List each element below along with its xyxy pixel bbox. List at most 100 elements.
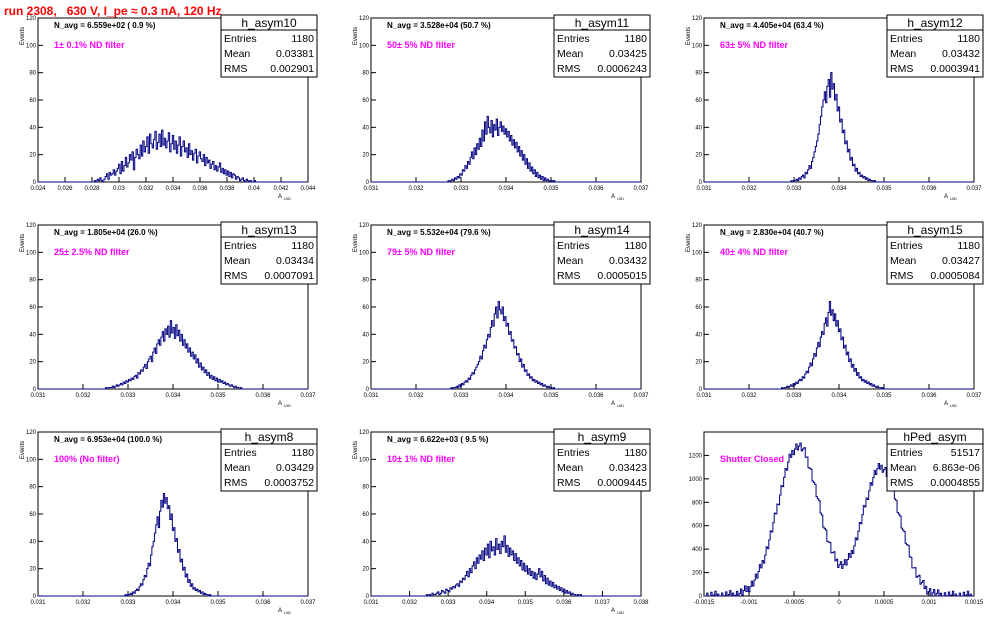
histogram-panel-h-asym14: 0 20 40 60 80 100 120 0.031 0.032 0.033 0.034 0.035… <box>353 221 651 408</box>
stats-box <box>886 14 984 78</box>
stats-key: Entries <box>890 33 923 45</box>
x-tick-label: 0.037 <box>633 393 649 399</box>
y-tick-label: 100 <box>692 250 703 256</box>
x-tick-label: 0.044 <box>300 186 316 192</box>
stats-title: h_asym14 <box>574 223 630 237</box>
x-tick-label: 0.035 <box>518 600 534 606</box>
y-tick-label: 0 <box>366 594 370 600</box>
run-title: run 2308, 630 V, I_pe ≈ 0.3 nA, 120 Hz <box>4 4 222 18</box>
y-tick-label: 20 <box>362 567 369 573</box>
x-tick-label: 0.032 <box>741 186 757 192</box>
y-axis-label: Events <box>686 27 692 45</box>
x-tick-label: 0.028 <box>84 186 100 192</box>
stats-key: Entries <box>557 447 590 459</box>
x-tick-label: 0.035 <box>210 600 226 606</box>
x-tick-label: 0.042 <box>273 186 289 192</box>
x-tick-label: 0.036 <box>192 186 208 192</box>
y-tick-label: 0 <box>699 180 703 186</box>
y-axis-label: Events <box>353 441 359 459</box>
y-tick-label: 40 <box>362 125 369 131</box>
stats-key: Entries <box>890 240 923 252</box>
y-tick-label: 600 <box>692 524 703 530</box>
stats-key: RMS <box>224 477 247 489</box>
y-tick-label: 40 <box>29 332 36 338</box>
stats-title: hPed_asym <box>903 430 966 444</box>
navg-label: N_avg = 6.559e+02 ( 0.9 %) <box>54 21 156 30</box>
stats-value: 0.0009445 <box>597 477 647 489</box>
y-axis-label: Events <box>686 234 692 252</box>
x-tick-label: 0.034 <box>165 186 181 192</box>
x-tick-label: 0.037 <box>966 186 982 192</box>
stats-box <box>886 221 984 285</box>
stats-key: RMS <box>890 477 913 489</box>
y-axis-label: Events <box>353 27 359 45</box>
y-tick-label: 40 <box>29 125 36 131</box>
y-tick-label: 0 <box>366 180 370 186</box>
y-tick-label: 0 <box>699 387 703 393</box>
y-tick-label: 100 <box>359 250 370 256</box>
y-tick-label: 100 <box>359 457 370 463</box>
x-tick-label: -0.0005 <box>784 600 805 606</box>
x-tick-label: 0.034 <box>498 186 514 192</box>
y-tick-label: 80 <box>29 278 36 284</box>
x-tick-label: 0.034 <box>831 186 847 192</box>
y-tick-label: 40 <box>695 332 702 338</box>
x-tick-label: 0.037 <box>966 393 982 399</box>
x-tick-label: 0.038 <box>633 600 649 606</box>
y-tick-label: 100 <box>692 43 703 49</box>
x-tick-label: 0.036 <box>921 393 937 399</box>
y-tick-label: 0 <box>33 594 37 600</box>
stats-key: Mean <box>224 462 250 474</box>
histogram-line <box>38 129 308 183</box>
y-tick-label: 120 <box>692 223 703 229</box>
x-tick-label: 0.034 <box>479 600 495 606</box>
histogram-panel-h-asym12: 0 20 40 60 80 100 120 0.031 0.032 0.033 0.034 0.035… <box>686 14 984 201</box>
x-tick-label: 0.001 <box>921 600 937 606</box>
navg-label: N_avg = 6.953e+04 (100.0 %) <box>54 435 162 444</box>
stats-value: 0.0003941 <box>930 63 980 75</box>
y-tick-label: 400 <box>692 547 703 553</box>
stats-key: Entries <box>224 33 257 45</box>
x-tick-label: -0.001 <box>740 600 758 606</box>
y-tick-label: 40 <box>29 539 36 545</box>
stats-value: 0.0005015 <box>597 270 647 282</box>
stats-key: Entries <box>224 240 257 252</box>
stats-value: 1180 <box>291 447 314 459</box>
y-tick-label: 100 <box>359 43 370 49</box>
x-tick-label: 0.036 <box>588 393 604 399</box>
y-tick-label: 200 <box>692 571 703 577</box>
stats-key: Entries <box>557 33 590 45</box>
x-axis-label: A UID <box>278 608 291 615</box>
y-tick-label: 1200 <box>689 453 703 459</box>
y-tick-label: 120 <box>26 430 37 436</box>
y-tick-label: 80 <box>362 71 369 77</box>
stats-value: 1180 <box>291 33 314 45</box>
stats-value: 0.03432 <box>942 48 980 60</box>
x-tick-label: 0.024 <box>30 186 46 192</box>
y-tick-label: 120 <box>359 16 370 22</box>
stats-value: 0.03423 <box>609 462 647 474</box>
filter-label: 1± 0.1% ND filter <box>54 40 125 50</box>
stats-key: Mean <box>557 48 583 60</box>
histogram-panel-h-asym9: 0 20 40 60 80 100 120 0.031 0.032 0.033 0.034 0.035… <box>353 428 651 615</box>
filter-label: 50± 5% ND filter <box>387 40 455 50</box>
x-axis-label: A UID <box>611 194 624 201</box>
navg-label: N_avg = 4.405e+04 (63.4 %) <box>720 21 824 30</box>
navg-label: N_avg = 3.528e+04 (50.7 %) <box>387 21 491 30</box>
y-tick-label: 60 <box>29 512 36 518</box>
x-tick-label: -0.0015 <box>694 600 715 606</box>
y-tick-label: 80 <box>695 278 702 284</box>
x-tick-label: 0.033 <box>120 393 136 399</box>
x-tick-label: 0.032 <box>402 600 418 606</box>
stats-value: 0.03381 <box>276 48 314 60</box>
stats-key: RMS <box>557 270 580 282</box>
y-tick-label: 20 <box>29 360 36 366</box>
histogram-line <box>371 535 641 597</box>
x-tick-label: 0.036 <box>556 600 572 606</box>
stats-key: Mean <box>224 255 250 267</box>
x-tick-label: 0.031 <box>696 393 712 399</box>
x-tick-label: 0.033 <box>786 186 802 192</box>
x-tick-label: 0.033 <box>453 393 469 399</box>
x-tick-label: 0.033 <box>453 186 469 192</box>
stats-key: Entries <box>557 240 590 252</box>
